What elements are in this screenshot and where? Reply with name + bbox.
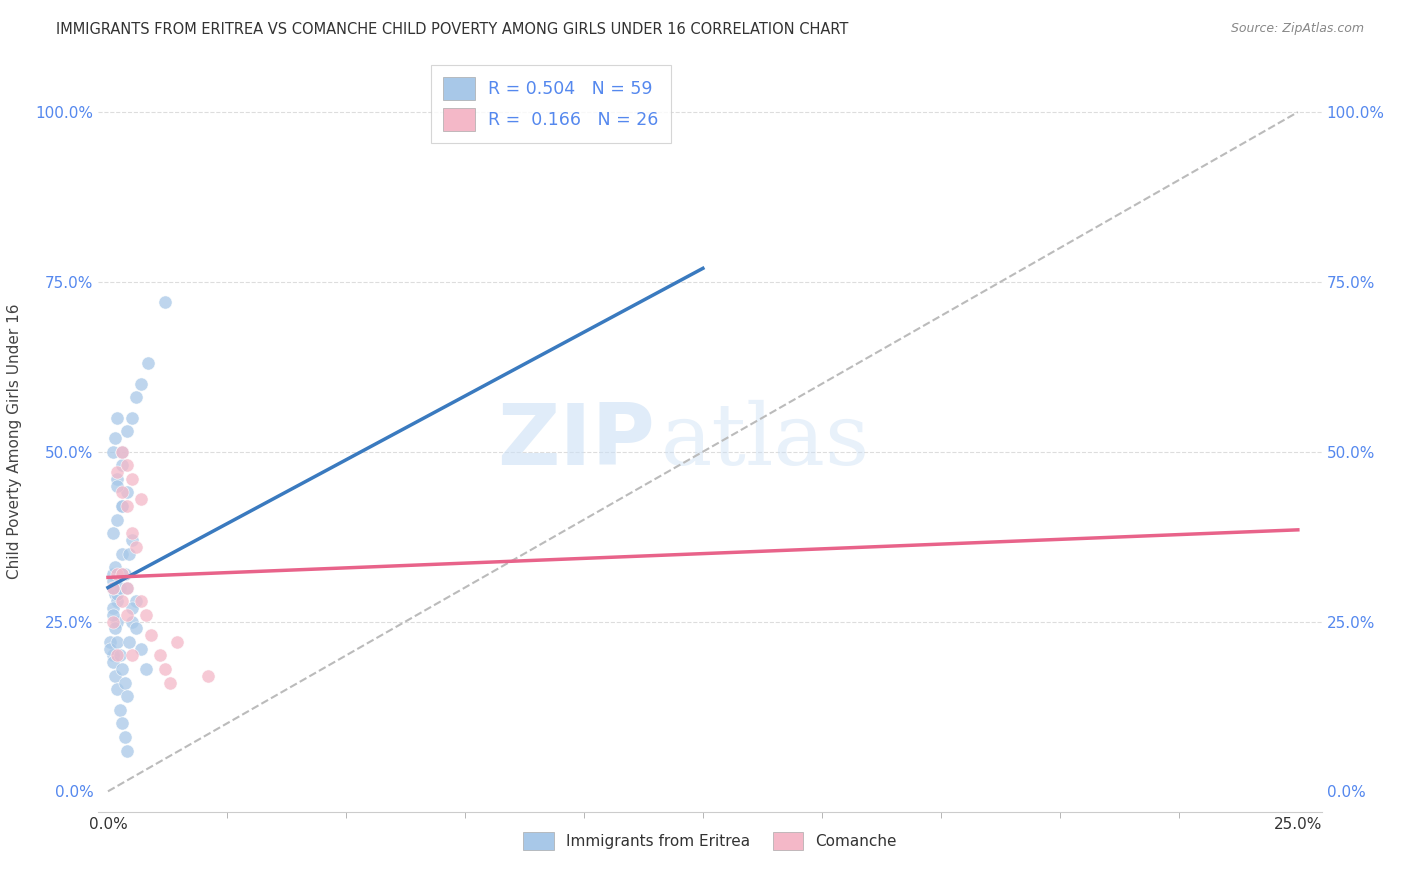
Point [104,669,127,683]
Point [149,648,172,663]
Point [101,581,124,595]
Point [121,533,143,547]
Point [101,601,124,615]
Point [118,547,141,561]
Point [107,566,129,581]
Point [129,594,152,608]
Point [129,641,152,656]
Point [104,621,127,635]
Point [108,703,131,717]
Point [111,594,134,608]
Point [153,295,176,310]
Point [121,648,143,663]
Point [101,444,124,458]
Point [121,601,143,615]
Point [101,574,124,588]
Point [104,587,127,601]
Point [101,655,124,669]
Point [107,594,129,608]
Point [135,607,157,622]
Point [101,581,124,595]
Point [129,376,152,391]
Point [125,621,148,635]
Point [111,566,134,581]
Point [111,458,134,473]
Point [101,607,124,622]
Text: ZIP: ZIP [498,400,655,483]
Point [115,581,138,595]
Point [129,492,152,507]
Point [107,513,129,527]
Point [125,594,148,608]
Point [115,690,138,704]
Point [111,499,134,513]
Text: atlas: atlas [661,400,870,483]
Point [121,472,143,486]
Point [139,628,162,642]
Point [115,499,138,513]
Point [98,641,121,656]
Point [107,410,129,425]
Point [135,662,157,676]
Point [101,581,124,595]
Point [114,675,136,690]
Point [166,635,188,649]
Point [111,499,134,513]
Point [197,669,219,683]
Point [114,566,136,581]
Point [121,410,143,425]
Point [115,425,138,439]
Point [101,615,124,629]
Point [107,615,129,629]
Point [115,458,138,473]
Point [118,635,141,649]
Point [111,716,134,731]
Point [107,648,129,663]
Y-axis label: Child Poverty Among Girls Under 16: Child Poverty Among Girls Under 16 [7,304,21,579]
Point [111,662,134,676]
Point [98,635,121,649]
Text: Source: ZipAtlas.com: Source: ZipAtlas.com [1230,22,1364,36]
Point [107,635,129,649]
Point [115,485,138,500]
Point [111,566,134,581]
Point [107,465,129,479]
Point [121,526,143,541]
Point [125,391,148,405]
Point [104,560,127,574]
Point [107,587,129,601]
Point [111,444,134,458]
Point [101,526,124,541]
Point [104,431,127,445]
Point [121,615,143,629]
Point [111,485,134,500]
Legend: Immigrants from Eritrea, Comanche: Immigrants from Eritrea, Comanche [517,826,903,856]
Point [153,662,176,676]
Text: IMMIGRANTS FROM ERITREA VS COMANCHE CHILD POVERTY AMONG GIRLS UNDER 16 CORRELATI: IMMIGRANTS FROM ERITREA VS COMANCHE CHIL… [56,22,849,37]
Point [111,444,134,458]
Point [107,682,129,697]
Point [101,648,124,663]
Point [111,547,134,561]
Point [101,566,124,581]
Point [107,472,129,486]
Point [115,743,138,757]
Point [159,675,181,690]
Point [108,648,131,663]
Point [125,540,148,554]
Point [115,607,138,622]
Point [108,581,131,595]
Point [107,478,129,492]
Point [115,581,138,595]
Point [114,730,136,744]
Point [138,356,160,370]
